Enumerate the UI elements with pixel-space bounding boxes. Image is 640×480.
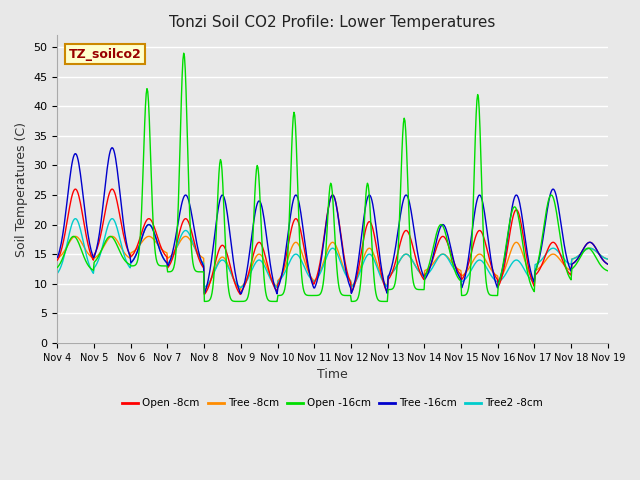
Y-axis label: Soil Temperatures (C): Soil Temperatures (C) bbox=[15, 121, 28, 257]
Text: TZ_soilco2: TZ_soilco2 bbox=[68, 48, 141, 60]
Title: Tonzi Soil CO2 Profile: Lower Temperatures: Tonzi Soil CO2 Profile: Lower Temperatur… bbox=[170, 15, 496, 30]
X-axis label: Time: Time bbox=[317, 368, 348, 381]
Legend: Open -8cm, Tree -8cm, Open -16cm, Tree -16cm, Tree2 -8cm: Open -8cm, Tree -8cm, Open -16cm, Tree -… bbox=[118, 394, 547, 412]
